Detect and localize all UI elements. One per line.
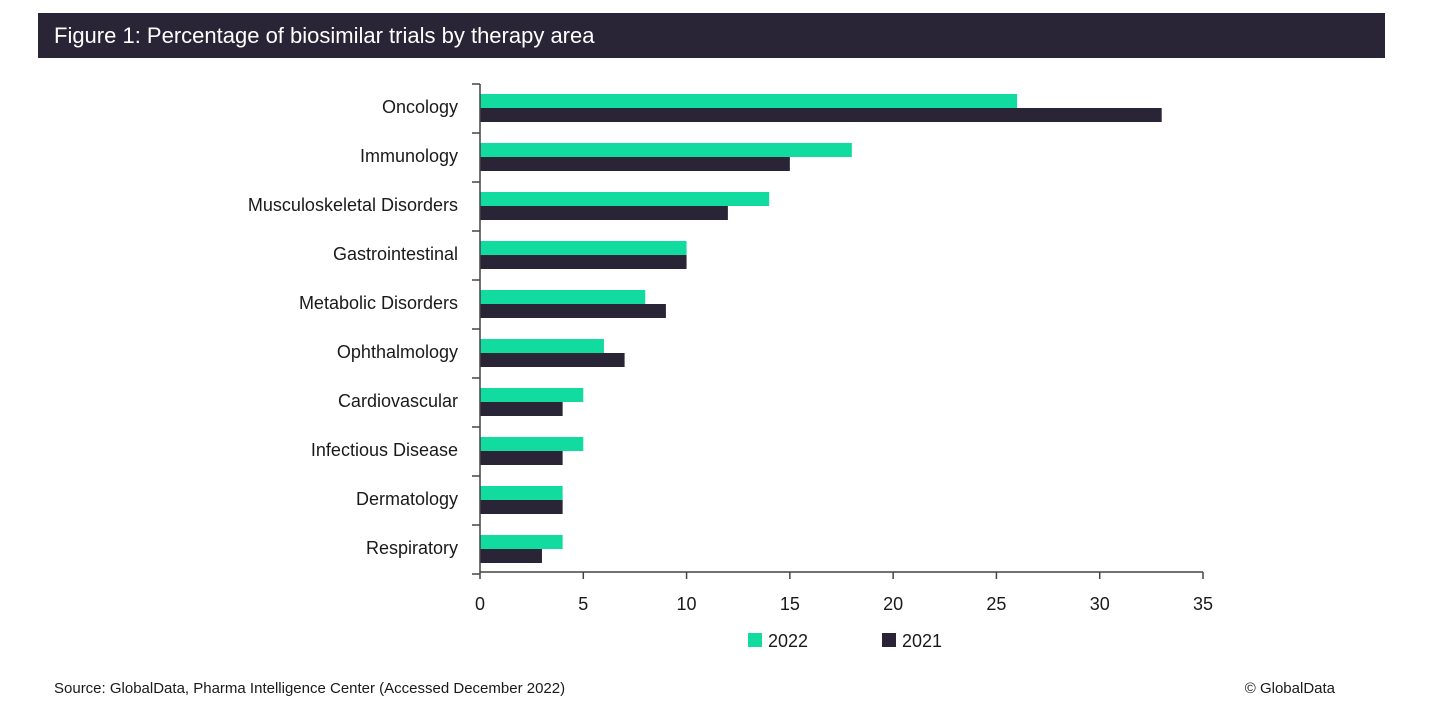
category-label: Gastrointestinal [333,244,458,264]
category-label: Infectious Disease [311,440,458,460]
bars-group [480,94,1162,563]
category-labels-group: Oncology Immunology Musculoskeletal Disord… [248,97,458,558]
bar-2021-gastrointestinal [480,255,687,269]
x-tick-label: 0 [475,594,485,614]
bar-2021-dermatology [480,500,563,514]
x-tick-label: 15 [780,594,800,614]
category-label: Ophthalmology [337,342,458,362]
bar-2022-gastrointestinal [480,241,687,255]
bar-2022-cardiovascular [480,388,584,402]
legend-label-2022: 2022 [768,631,808,651]
copyright-note: © GlobalData [1244,680,1335,697]
bar-2022-oncology [480,94,1018,108]
bar-2022-dermatology [480,486,563,500]
legend: 2022 2021 [748,631,942,651]
bar-2022-metabolic-disorders [480,290,646,304]
bar-2022-musculoskeletal-disorders [480,192,770,206]
bar-2022-ophthalmology [480,339,604,353]
x-tick-label: 35 [1193,594,1213,614]
category-label: Immunology [360,146,458,166]
bar-2021-ophthalmology [480,353,625,367]
legend-swatch-2022 [748,633,762,647]
bar-2022-respiratory [480,535,563,549]
bar-2022-infectious-disease [480,437,584,451]
bar-2021-musculoskeletal-disorders [480,206,728,220]
category-label: Respiratory [366,538,458,558]
bar-2021-cardiovascular [480,402,563,416]
x-tick-label: 30 [1090,594,1110,614]
category-label: Musculoskeletal Disorders [248,195,458,215]
legend-label-2021: 2021 [902,631,942,651]
figure-title: Figure 1: Percentage of biosimilar trial… [38,13,1385,58]
source-note: Source: GlobalData, Pharma Intelligence … [54,680,566,697]
category-label: Metabolic Disorders [299,293,458,313]
y-ticks-group [472,83,480,575]
bar-2022-immunology [480,143,852,157]
x-tick-label: 10 [677,594,697,614]
bar-2021-infectious-disease [480,451,563,465]
x-tick-label: 25 [986,594,1006,614]
bar-2021-oncology [480,108,1162,122]
bar-2021-respiratory [480,549,542,563]
category-label: Dermatology [356,489,458,509]
category-label: Oncology [382,97,458,117]
x-tick-label: 20 [883,594,903,614]
bar-2021-immunology [480,157,790,171]
legend-swatch-2021 [882,633,896,647]
x-tick-label: 5 [578,594,588,614]
category-label: Cardiovascular [338,391,458,411]
bar-2021-metabolic-disorders [480,304,666,318]
x-ticks-group: 0 5 10 15 20 25 30 35 [475,572,1213,614]
